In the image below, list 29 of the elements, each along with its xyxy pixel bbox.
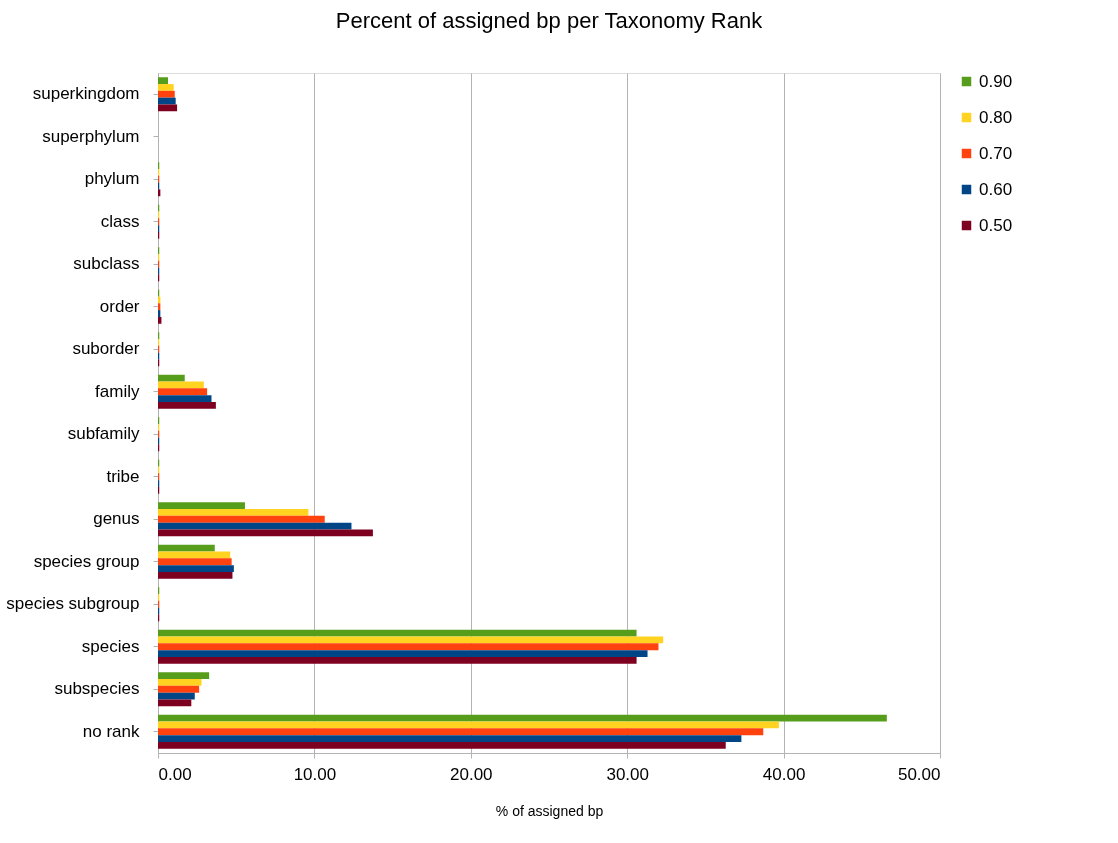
- y-tick-label: suborder: [72, 339, 140, 359]
- y-tick-label: family: [95, 381, 140, 401]
- y-tick-label: species subgroup: [6, 594, 140, 614]
- y-tick-label: species group: [33, 551, 140, 571]
- legend-label: 0.60: [979, 179, 1013, 199]
- chart-title: Percent of assigned bp per Taxonomy Rank: [335, 8, 764, 33]
- y-tick-label: subfamily: [67, 424, 140, 444]
- y-tick-label: order: [99, 296, 140, 316]
- y-tick-label: subspecies: [54, 679, 140, 699]
- legend-label: 0.70: [979, 143, 1013, 163]
- x-tick-label: 40.00: [762, 764, 806, 784]
- y-tick-label: superkingdom: [32, 84, 140, 104]
- legend-label: 0.90: [979, 71, 1013, 91]
- x-tick-label: 20.00: [450, 764, 493, 784]
- y-tick-label: class: [100, 211, 140, 231]
- y-tick-label: superphylum: [42, 126, 140, 146]
- y-tick-label: tribe: [106, 466, 140, 486]
- x-axis-title: % of assigned bp: [495, 802, 604, 819]
- y-tick-label: phylum: [84, 169, 140, 189]
- x-tick-label: 10.00: [293, 764, 337, 784]
- y-tick-label: no rank: [82, 721, 140, 741]
- x-tick-label: 50.00: [897, 764, 941, 784]
- y-tick-label: species: [81, 636, 140, 656]
- x-tick-label: 30.00: [606, 764, 649, 784]
- legend-label: 0.50: [979, 215, 1013, 235]
- x-tick-label: 0.00: [158, 764, 192, 784]
- y-tick-label: subclass: [73, 254, 140, 274]
- legend-label: 0.80: [979, 107, 1013, 127]
- y-tick-label: genus: [93, 509, 140, 529]
